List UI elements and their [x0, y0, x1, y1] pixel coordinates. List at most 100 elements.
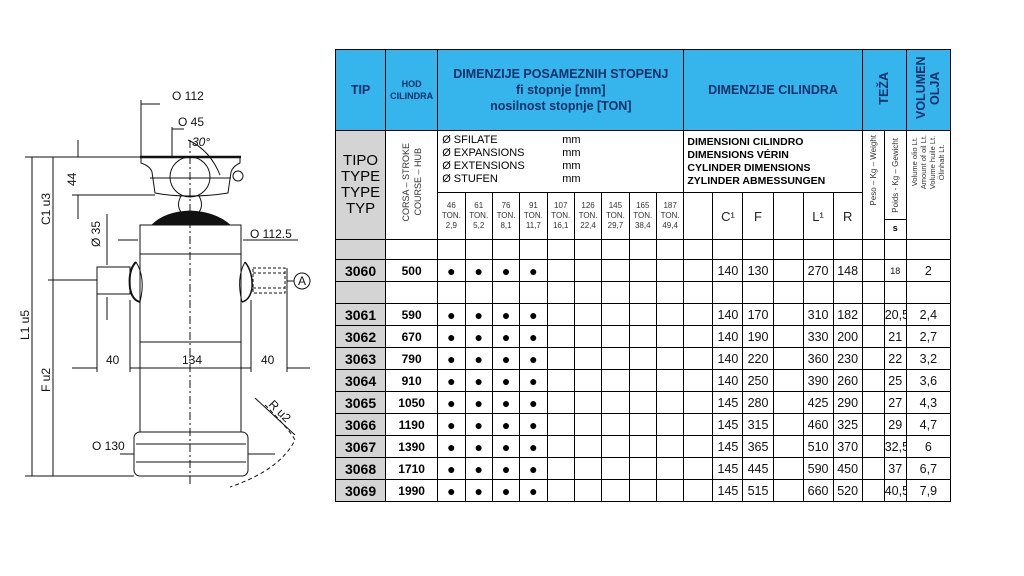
- volume-cell: 2: [905, 259, 952, 282]
- c1-cell: 140: [712, 325, 744, 348]
- stroke-cell: 1990: [385, 479, 439, 502]
- stroke-cell: 670: [385, 325, 439, 348]
- stage-load: 11,7: [525, 221, 541, 230]
- stage-cell: [628, 347, 657, 370]
- stage-load: 8,1: [500, 221, 512, 230]
- f-cell: [742, 239, 774, 260]
- stage-bullet: ●: [464, 435, 493, 458]
- stage-cell: [464, 239, 493, 260]
- stage-bullet: ●: [464, 457, 493, 480]
- stage-rating: 107 TON. 16,1: [546, 192, 575, 240]
- volume-cell: 4,7: [905, 413, 952, 436]
- stage-dia: 61: [474, 201, 484, 210]
- dim-empty-cell: [772, 391, 804, 414]
- stroke-label: CORSA – STROKE: [400, 143, 411, 222]
- dim-column-header: R: [832, 192, 863, 240]
- stage-bullet: ●: [491, 325, 521, 348]
- r-cell: 260: [832, 369, 863, 392]
- r-cell: 148: [832, 259, 863, 282]
- type-cell: 3063: [334, 347, 387, 370]
- volume-title: VOLUMEN OLJA: [914, 56, 943, 120]
- stage-rating: 187 TON. 49,4: [655, 192, 685, 240]
- label-d1125: O 112.5: [250, 227, 292, 241]
- l1-cell: 510: [802, 435, 834, 458]
- c1-cell: 140: [712, 347, 744, 370]
- dim-empty-cell: [683, 303, 714, 326]
- type-cell: 3068: [334, 457, 387, 480]
- stage-unit: TON.: [496, 211, 516, 220]
- stage-bullet: ●: [491, 303, 521, 326]
- stage-rating: 46 TON. 2,9: [437, 192, 466, 240]
- stage-lang-unit: mm: [562, 147, 581, 159]
- stage-bullet: ●: [519, 391, 548, 414]
- dim-empty-cell: [772, 479, 804, 502]
- stage-cell: [573, 479, 603, 502]
- stage-bullet: ●: [437, 369, 466, 392]
- label-c1: C1 u3: [39, 193, 53, 225]
- stroke-label: COURSE – HUB: [412, 148, 423, 217]
- r-cell: 325: [832, 413, 863, 436]
- l1-cell: 660: [802, 479, 834, 502]
- stage-cell: [491, 281, 521, 304]
- weight-cell: 21: [883, 325, 907, 348]
- stroke-cell: [385, 239, 439, 260]
- stage-load: 29,7: [607, 221, 624, 230]
- c1-cell: 145: [712, 413, 744, 436]
- dim-empty-cell: [683, 347, 714, 370]
- f-cell: 250: [742, 369, 774, 392]
- type-cell: 3064: [334, 369, 387, 392]
- header-stages: DIMENZIJE POSAMEZNIH STOPENJ fi stopnje …: [437, 49, 685, 131]
- volume-label: Ölinhalt Lt.: [937, 144, 947, 181]
- stage-lang-label: Ø EXPANSIONS: [442, 147, 525, 159]
- c1-cell: 145: [712, 391, 744, 414]
- dim-empty-cell: [772, 369, 804, 392]
- stage-lang-label: Ø EXTENSIONS: [442, 160, 525, 172]
- l1-cell: [802, 239, 834, 260]
- dim-empty-cell: [772, 325, 804, 348]
- dim-empty-cell: [772, 239, 804, 260]
- stage-cell: [655, 347, 685, 370]
- volume-cell: [905, 239, 952, 260]
- stroke-cell: 500: [385, 259, 439, 282]
- stage-cell: [573, 259, 603, 282]
- stage-bullet: ●: [464, 391, 493, 414]
- dim-empty-cell: [772, 457, 804, 480]
- dim-empty-cell: [683, 391, 714, 414]
- weight-label: Peso – Kg – Weight: [868, 135, 878, 206]
- c1-cell: 140: [712, 259, 744, 282]
- stage-bullet: ●: [464, 347, 493, 370]
- dims-lang-line: ZYLINDER ABMESSUNGEN: [687, 175, 826, 187]
- stages-title-line: nosilnost stopnje [TON]: [490, 99, 632, 113]
- volume-cell: 3,2: [905, 347, 952, 370]
- stage-cell: [546, 347, 575, 370]
- stage-load: 49,4: [662, 221, 678, 230]
- weight-cell: 32,5: [883, 435, 907, 458]
- dim-empty-cell: [683, 325, 714, 348]
- r-cell: 182: [832, 303, 863, 326]
- stage-unit: TON.: [633, 211, 653, 220]
- stage-cell: [628, 281, 657, 304]
- dim-empty-cell: [772, 281, 804, 304]
- stage-cell: [546, 239, 575, 260]
- stage-bullet: ●: [464, 479, 493, 502]
- dim-empty-cell: [772, 435, 804, 458]
- weight-cell: 22: [883, 347, 907, 370]
- weight-label-peso: Peso – Kg – Weight: [861, 130, 885, 240]
- stage-lang-unit: mm: [562, 134, 581, 146]
- type-cell: 3062: [334, 325, 387, 348]
- r-cell: 290: [832, 391, 863, 414]
- stage-bullet: ●: [464, 303, 493, 326]
- stage-bullet: ●: [437, 479, 466, 502]
- header-hod: HOD CILINDRA: [385, 49, 439, 131]
- weight-label-poids: Poids - Kg – Gewicht s: [883, 130, 907, 240]
- weight-cell: 20,5: [883, 303, 907, 326]
- table-row: 3063 790 ● ● ● ● 140 220 360 230 22 3,2: [334, 347, 952, 370]
- stage-lang-label: Ø STUFEN: [442, 173, 498, 185]
- stage-bullet: ●: [491, 391, 521, 414]
- stroke-cell: 1190: [385, 413, 439, 436]
- weight-empty-cell: [861, 281, 885, 304]
- r-cell: 370: [832, 435, 863, 458]
- stage-cell: [546, 259, 575, 282]
- weight-title: TEŽA: [877, 71, 892, 105]
- type-cell: 3069: [334, 479, 387, 502]
